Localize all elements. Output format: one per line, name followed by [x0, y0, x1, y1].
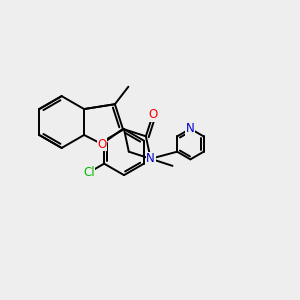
Text: N: N: [146, 152, 155, 165]
Text: O: O: [148, 108, 158, 121]
Text: N: N: [186, 122, 195, 135]
Text: O: O: [97, 138, 106, 151]
Text: Cl: Cl: [83, 166, 94, 179]
